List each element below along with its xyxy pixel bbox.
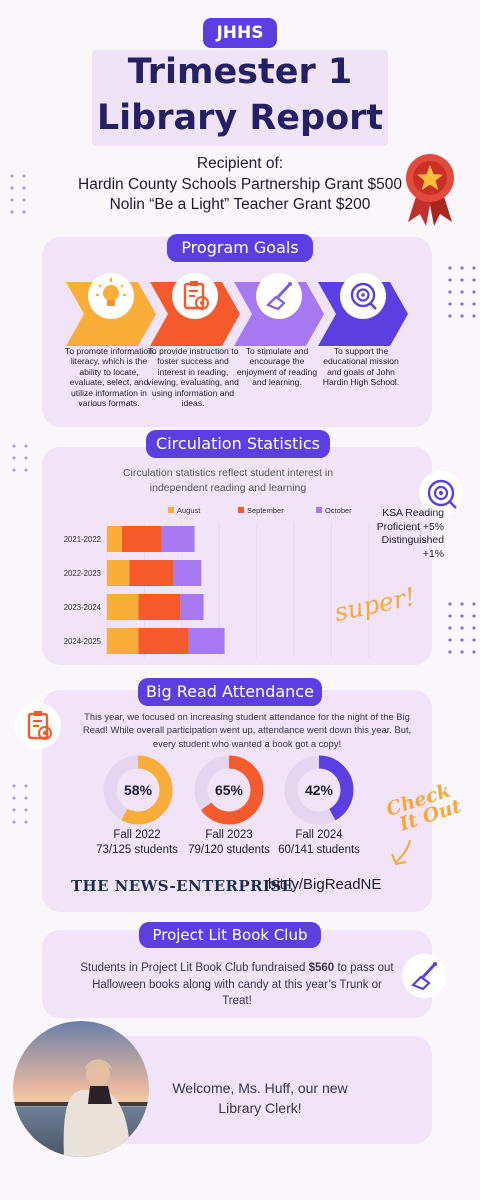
- donut-label-2022: Fall 2022 73/125 students: [77, 828, 197, 858]
- y-tick-label: 2023-2024: [64, 603, 102, 612]
- ksa-proficient: Proficient +5%: [376, 521, 444, 533]
- legend-label: August: [177, 506, 201, 515]
- bar-segment: [121, 526, 162, 552]
- bar-segment: [129, 560, 174, 586]
- chart-caption: Circulation statistics reflect student i…: [122, 467, 334, 494]
- bookclub-amount: $560: [308, 962, 335, 974]
- donut-detail: 79/120 students: [188, 843, 270, 856]
- newspaper-logo: THE NEWS-ENTERPRISE: [71, 877, 294, 895]
- decor-dots: [8, 780, 34, 830]
- clipboard-target-icon: [172, 273, 218, 319]
- ksa-distinguished: Distinguished +1%: [381, 535, 444, 560]
- page-title-line2: Library Report: [96, 98, 384, 138]
- y-tick-label: 2022-2023: [64, 569, 101, 578]
- decor-dots: [6, 170, 32, 214]
- donut-detail: 60/141 students: [278, 843, 360, 856]
- grant-2: Nolin “Be a Light” Teacher Grant $200: [109, 196, 371, 213]
- donut-percent: 42%: [305, 782, 334, 798]
- legend-swatch: [168, 507, 174, 513]
- donut-label-2023: Fall 2023 79/120 students: [169, 828, 289, 858]
- circulation-chart: AugustSeptemberOctober050010001500200025…: [64, 506, 370, 658]
- bar-segment: [173, 560, 202, 586]
- attendance-donuts: 58% 65% 42%: [103, 755, 354, 825]
- legend-label: September: [247, 506, 284, 515]
- bookclub-heading: Project Lit Book Club: [139, 922, 321, 948]
- donut-detail: 73/125 students: [96, 843, 178, 856]
- bar-segment: [107, 526, 122, 552]
- bigread-link[interactable]: bit.ly/BigReadNE: [268, 876, 382, 893]
- bar-segment: [107, 560, 130, 586]
- bookclub-text-after: to pass out Halloween books along with c…: [92, 962, 394, 1008]
- school-badge: JHHS: [203, 18, 277, 48]
- clerk-photo: [13, 1021, 149, 1157]
- program-goals-heading: Program Goals: [167, 234, 313, 262]
- arrow-icon: [391, 839, 411, 866]
- welcome-text: Welcome, Ms. Huff, our new Library Clerk…: [172, 1080, 348, 1117]
- bookclub-text-before: Students in Project Lit Book Club fundra…: [80, 962, 309, 974]
- donut-year: Fall 2023: [205, 829, 253, 841]
- donut-arc: [284, 755, 354, 825]
- decor-dots: [8, 440, 34, 474]
- legend-label: October: [325, 506, 352, 515]
- legend-swatch: [316, 507, 322, 513]
- hand-pen-icon: [256, 273, 302, 319]
- donut-arc: [103, 755, 173, 825]
- grant-1: Hardin County Schools Partnership Grant …: [78, 176, 402, 193]
- recipient-label: Recipient of:: [196, 155, 284, 172]
- donut-year: Fall 2024: [295, 829, 343, 841]
- clipboard-target-icon: [15, 703, 61, 749]
- award-ribbon-icon: [406, 154, 454, 226]
- donut-percent: 58%: [124, 782, 153, 798]
- y-tick-label: 2024-2025: [64, 637, 102, 646]
- donut-percent: 65%: [215, 782, 244, 798]
- title-box: [92, 50, 388, 146]
- goal-text-4: To support the educational mission and g…: [322, 346, 400, 388]
- bar-segment: [138, 628, 189, 654]
- bookclub-description: Students in Project Lit Book Club fundra…: [80, 960, 394, 1010]
- hand-pen-icon: [402, 954, 446, 998]
- y-tick-label: 2021-2022: [64, 535, 101, 544]
- goal-text-1: To promote information literacy, which i…: [65, 346, 153, 409]
- goal-text-3: To stimulate and encourage the enjoyment…: [236, 346, 318, 388]
- bar-segment: [107, 594, 139, 620]
- bigread-heading: Big Read Attendance: [138, 678, 322, 706]
- ksa-title: KSA Reading: [382, 508, 444, 519]
- bar-segment: [180, 594, 204, 620]
- legend-swatch: [238, 507, 244, 513]
- donut-year: Fall 2022: [113, 829, 161, 841]
- bar-segment: [138, 594, 181, 620]
- lightbulb-icon: [88, 273, 134, 319]
- circulation-heading: Circulation Statistics: [146, 430, 330, 458]
- bar-segment: [161, 526, 195, 552]
- goal-text-2: To provide instruction to foster success…: [147, 346, 239, 409]
- bigread-description: This year, we focused on increasing stud…: [82, 711, 412, 749]
- target-icon: [419, 471, 463, 515]
- donut-label-2024: Fall 2024 60/141 students: [259, 828, 379, 858]
- bar-segment: [188, 628, 225, 654]
- bar-segment: [107, 628, 139, 654]
- target-icon: [340, 273, 386, 319]
- decor-dots: [444, 262, 480, 322]
- page-title-line1: Trimester 1: [127, 52, 353, 92]
- ksa-block: KSA Reading Proficient +5% Distinguished…: [360, 507, 444, 561]
- donut-arc: [194, 755, 264, 825]
- decor-dots: [444, 598, 480, 658]
